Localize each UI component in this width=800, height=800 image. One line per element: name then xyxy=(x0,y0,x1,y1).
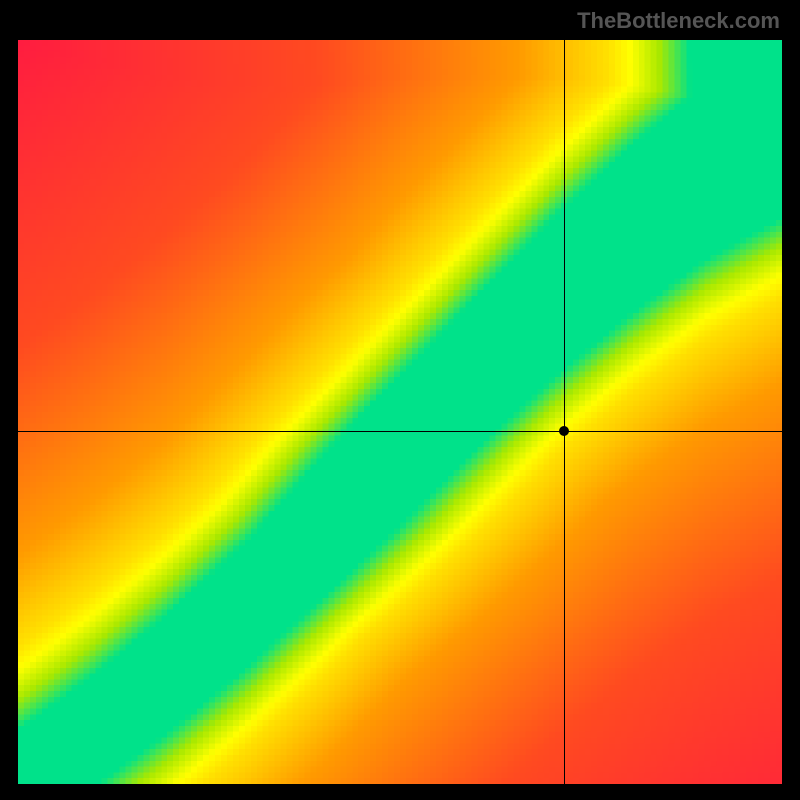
crosshair-vertical xyxy=(564,40,565,784)
watermark-text: TheBottleneck.com xyxy=(577,8,780,34)
crosshair-horizontal xyxy=(18,431,782,432)
heatmap-plot xyxy=(18,40,782,784)
heatmap-canvas xyxy=(18,40,782,784)
crosshair-marker[interactable] xyxy=(559,426,569,436)
